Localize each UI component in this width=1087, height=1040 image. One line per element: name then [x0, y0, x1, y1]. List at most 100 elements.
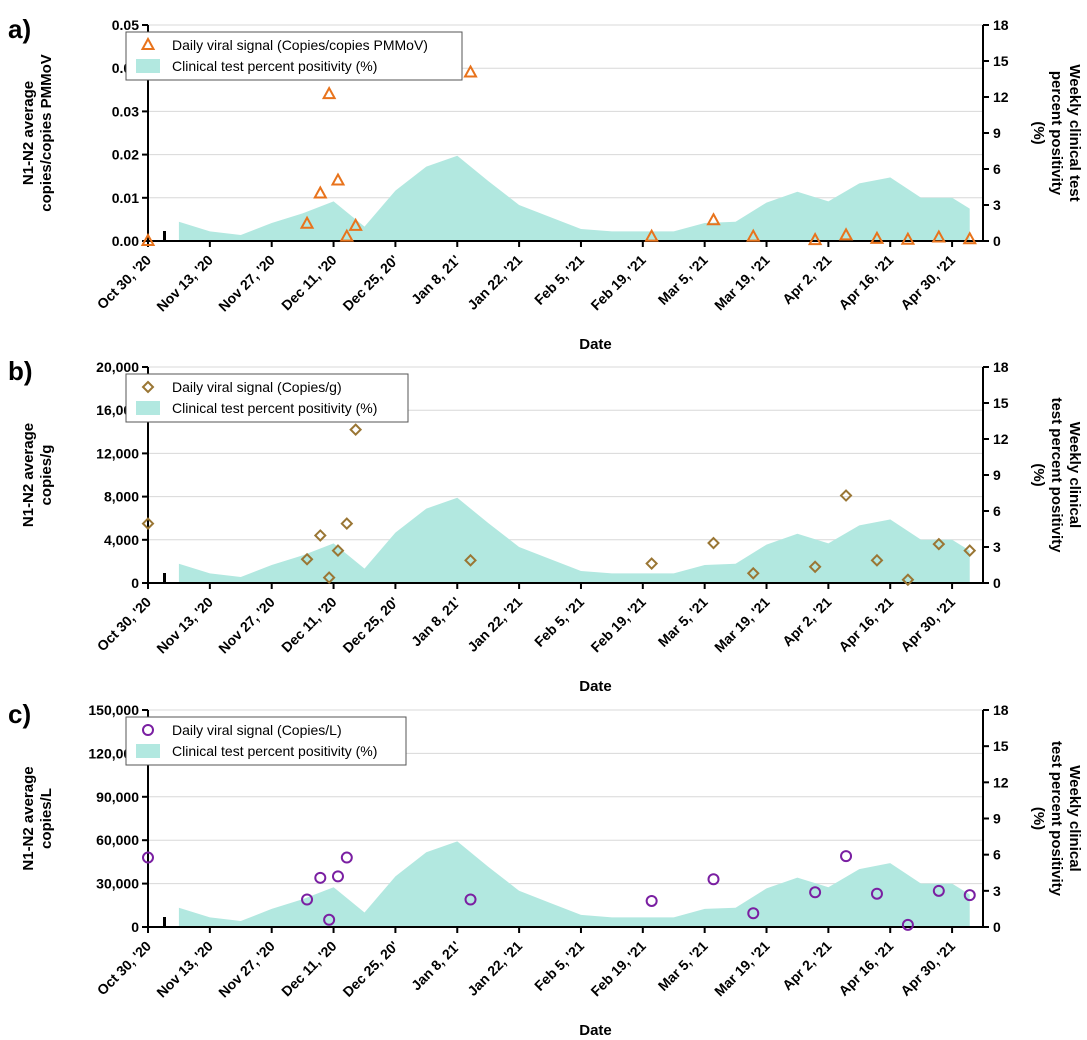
y-axis-title: N1-N2 averagecopies/L — [20, 766, 55, 870]
y-axis-title: N1-N2 averagecopies/copies PMMoV — [20, 54, 55, 212]
y2-tick-label: 15 — [993, 53, 1009, 69]
y2-tick-label: 3 — [993, 197, 1001, 213]
y2-axis-title-line: test percent positivity — [1048, 741, 1065, 897]
y2-tick-label: 18 — [993, 702, 1009, 718]
x-tick-label: Feb 19, '21 — [587, 252, 649, 314]
data-point-triangle — [706, 212, 721, 226]
y2-axis-title: Weekly clinicaltest percent positivity(%… — [1030, 397, 1083, 553]
data-point-diamond — [645, 557, 659, 570]
x-tick-label: Jan 22, '21 — [464, 252, 525, 313]
x-tick-label: Feb 5, '21 — [531, 252, 587, 308]
y-tick-label: 0.03 — [112, 103, 139, 119]
x-tick-label: Apr 2, '21 — [779, 252, 835, 308]
x-axis-title: Date — [579, 336, 612, 353]
data-point-circle — [901, 918, 914, 931]
legend-swatch-area — [136, 744, 160, 758]
x-tick-label: Apr 30, '21 — [897, 594, 958, 655]
legend: Daily viral signal (Copies/L) Clinical te… — [125, 716, 407, 766]
data-point-diamond — [322, 571, 336, 585]
x-tick-label: Apr 16, '21 — [835, 938, 896, 999]
y-tick-label: 0.02 — [112, 147, 139, 163]
data-point-diamond — [839, 489, 853, 502]
x-tick-label: Nov 13, '20 — [153, 252, 216, 315]
y2-tick-label: 18 — [993, 17, 1009, 33]
y2-axis-title: Weekly clinicaltest percent positivity(%… — [1030, 741, 1083, 897]
x-tick-label: Mar 19, '21 — [711, 252, 773, 314]
data-point-triangle — [313, 185, 328, 199]
legend-label-signal: Daily viral signal (Copies/copies PMMoV) — [172, 37, 428, 53]
x-tick-label: Mar 5, '21 — [655, 252, 711, 308]
data-point-circle — [464, 893, 477, 906]
x-tick-label: Jan 22, '21 — [464, 594, 525, 655]
x-tick-label: Jan 22, '21 — [464, 938, 525, 999]
y-axis-title-line: N1-N2 average — [20, 81, 37, 185]
x-tick-label: Dec 11, '20 — [278, 252, 340, 314]
data-point-diamond — [141, 380, 155, 394]
x-tick-label: Dec 25, 20' — [339, 252, 401, 314]
y2-tick-label: 15 — [993, 738, 1009, 754]
y-tick-label: 20,000 — [96, 359, 139, 375]
data-point-triangle — [463, 64, 478, 78]
x-tick-label: Jan 8, 21' — [408, 252, 463, 307]
x-tick-label: Dec 11, '20 — [278, 938, 340, 1000]
data-point-diamond — [870, 553, 884, 567]
y2-tick-label: 0 — [993, 233, 1001, 249]
data-point-diamond — [300, 552, 314, 566]
data-point-triangle — [962, 231, 977, 245]
data-point-circle — [963, 889, 976, 902]
y2-tick-label: 9 — [993, 467, 1001, 483]
y2-tick-label: 18 — [993, 359, 1009, 375]
legend-swatch-area — [136, 401, 160, 415]
x-tick-label: Apr 16, '21 — [835, 252, 896, 313]
y-tick-label: 60,000 — [96, 832, 139, 848]
x-tick-label: Nov 13, '20 — [153, 594, 216, 657]
panel-label: b) — [8, 356, 33, 386]
data-point-diamond — [464, 553, 477, 567]
chart-panel-3: 030,00060,00090,000120,000150,0000369121… — [8, 699, 1083, 1039]
data-point-triangle — [644, 228, 659, 242]
data-point-triangle — [321, 86, 337, 100]
x-axis-title: Date — [579, 678, 612, 695]
y2-tick-label: 3 — [993, 539, 1001, 555]
legend: Daily viral signal (Copies/g) Clinical te… — [125, 373, 409, 423]
y-axis-title-line: N1-N2 average — [20, 766, 37, 870]
legend-label-area: Clinical test percent positivity (%) — [172, 58, 377, 74]
y2-tick-label: 0 — [993, 919, 1001, 935]
data-point-triangle — [348, 217, 363, 231]
positivity-area — [178, 841, 970, 927]
data-point-circle — [331, 870, 344, 883]
x-tick-label: Nov 27, '20 — [215, 938, 278, 1001]
legend-box — [125, 31, 463, 81]
data-point-circle — [142, 724, 154, 736]
data-point-circle — [301, 893, 314, 906]
chart-panel-2: 04,0008,00012,00016,00020,0000369121518O… — [8, 356, 1083, 695]
data-point-circle — [323, 913, 336, 926]
y-tick-label: 0 — [131, 575, 139, 591]
y-axis-title-line: copies/g — [38, 445, 55, 506]
y-axis-title-line: N1-N2 average — [20, 423, 37, 527]
x-tick-label: Apr 30, '21 — [897, 938, 958, 999]
x-tick-label: Apr 2, '21 — [779, 594, 835, 650]
x-tick-label: Nov 27, '20 — [215, 252, 278, 315]
axis-marker — [163, 917, 166, 927]
x-tick-label: Feb 5, '21 — [531, 938, 587, 994]
y-axis-title-line: copies/copies PMMoV — [38, 54, 55, 212]
x-tick-label: Jan 8, 21' — [408, 594, 463, 649]
axis-marker — [163, 573, 166, 583]
legend-label-signal: Daily viral signal (Copies/g) — [172, 379, 342, 395]
data-point-diamond — [313, 529, 327, 542]
data-point-triangle — [931, 229, 947, 243]
x-tick-label: Oct 30, '20 — [94, 594, 155, 655]
data-point-triangle — [838, 227, 854, 241]
y2-tick-label: 6 — [993, 847, 1001, 863]
data-point-triangle — [339, 228, 355, 242]
positivity-area — [178, 497, 970, 583]
x-tick-label: Dec 25, 20' — [339, 938, 401, 1000]
y2-tick-label: 15 — [993, 395, 1009, 411]
data-point-circle — [314, 871, 327, 884]
data-point-circle — [870, 887, 883, 900]
y-tick-label: 8,000 — [104, 489, 139, 505]
x-tick-label: Apr 30, '21 — [897, 252, 958, 313]
x-tick-label: Nov 13, '20 — [153, 938, 216, 1001]
